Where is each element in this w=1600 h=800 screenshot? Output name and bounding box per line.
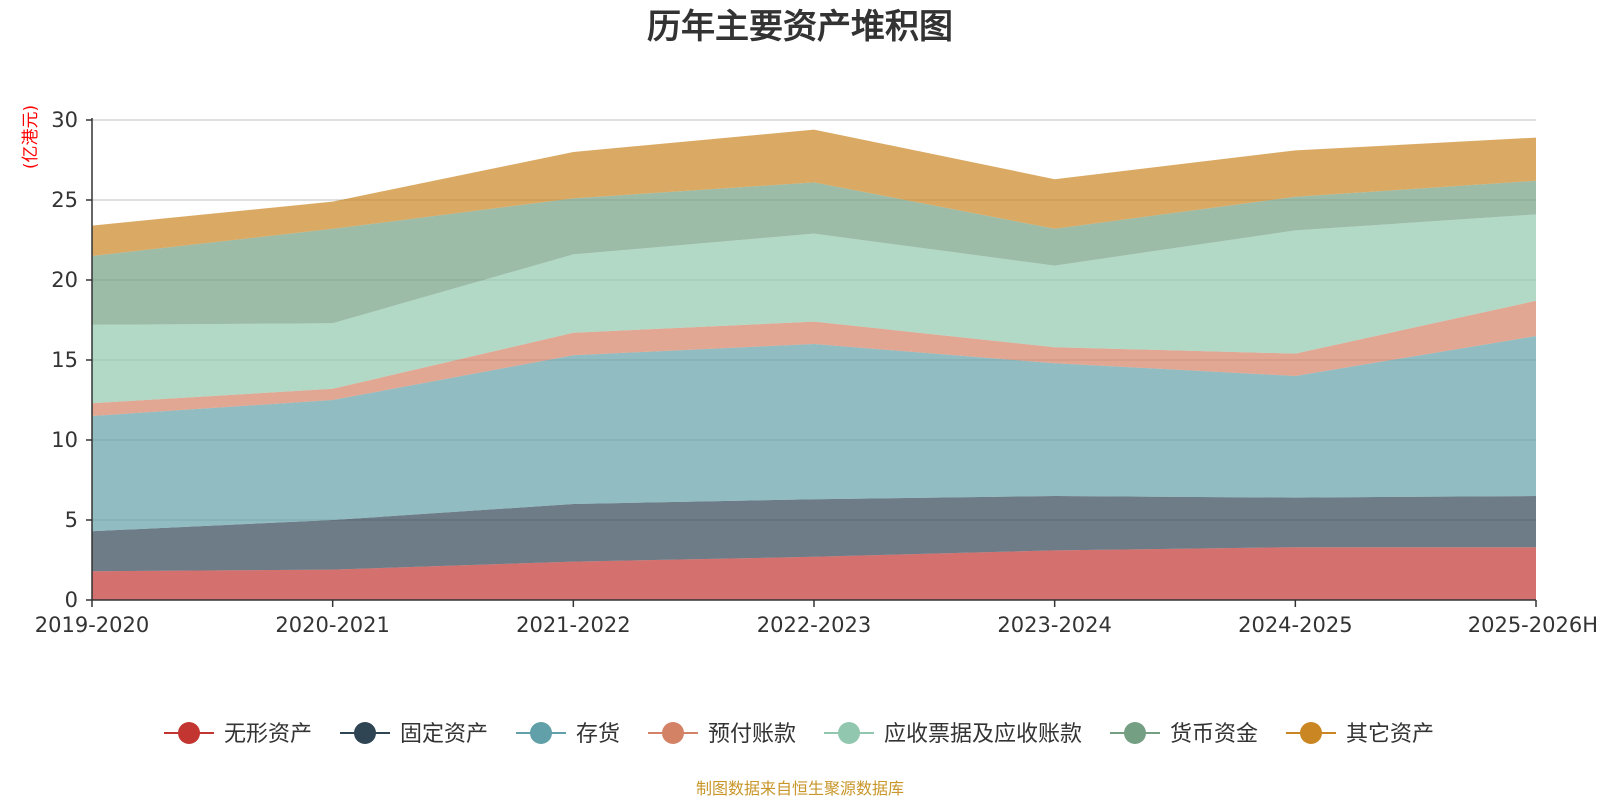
axes: 0 5 10 15 20 25 30 2019-2020 2020-2021 2021-2022 2… <box>35 108 1598 637</box>
legend-marker <box>1300 722 1322 744</box>
legend-item[interactable]: 其它资产 <box>1286 722 1434 747</box>
legend-item[interactable]: 应收票据及应收账款 <box>824 722 1082 747</box>
y-tick-label: 25 <box>51 188 78 212</box>
chart-title: 历年主要资产堆积图 <box>647 7 953 47</box>
legend-marker <box>838 722 860 744</box>
legend-label: 应收票据及应收账款 <box>884 722 1082 747</box>
y-tick-label: 10 <box>51 428 78 452</box>
area-series-3 <box>92 336 1536 532</box>
legend-item[interactable]: 存货 <box>516 722 620 747</box>
x-tick-label: 2022-2023 <box>757 613 871 637</box>
y-tick-label: 5 <box>65 508 78 532</box>
area-series-7 <box>92 129 1536 256</box>
legend-item[interactable]: 无形资产 <box>164 722 312 747</box>
x-tick-label: 2025-2026H <box>1468 613 1598 637</box>
legend-item[interactable]: 固定资产 <box>340 722 488 747</box>
x-tick-label: 2023-2024 <box>997 613 1111 637</box>
area-series-1 <box>92 547 1536 600</box>
legend-label: 存货 <box>576 722 620 747</box>
legend-marker <box>354 722 376 744</box>
legend-label: 预付账款 <box>708 722 796 747</box>
x-tick-label: 2024-2025 <box>1238 613 1352 637</box>
legend-marker <box>662 722 684 744</box>
source-note: 制图数据来自恒生聚源数据库 <box>696 779 904 798</box>
legend-item[interactable]: 货币资金 <box>1110 722 1258 747</box>
area-series-6 <box>92 180 1536 325</box>
area-series-group <box>92 129 1536 600</box>
legend-label: 固定资产 <box>400 722 488 747</box>
legend-label: 无形资产 <box>224 722 312 747</box>
legend-label: 货币资金 <box>1170 722 1258 747</box>
legend-item[interactable]: 预付账款 <box>648 722 796 747</box>
x-tick-label: 2019-2020 <box>35 613 149 637</box>
legend-label: 其它资产 <box>1346 722 1434 747</box>
x-tick-label: 2020-2021 <box>275 613 389 637</box>
y-tick-label: 15 <box>51 348 78 372</box>
y-tick-label: 30 <box>51 108 78 132</box>
x-tick-label: 2021-2022 <box>516 613 630 637</box>
legend-marker <box>1124 722 1146 744</box>
y-axis-unit: (亿港元) <box>21 105 41 169</box>
y-tick-label: 0 <box>65 588 78 612</box>
y-tick-label: 20 <box>51 268 78 292</box>
legend: 无形资产 固定资产 存货 预付账款 应收票据及应收账款 货币资金 其它资产 <box>164 722 1434 747</box>
area-series-4 <box>92 300 1536 416</box>
legend-marker <box>178 722 200 744</box>
area-series-2 <box>92 496 1536 572</box>
area-series-5 <box>92 214 1536 404</box>
legend-marker <box>530 722 552 744</box>
